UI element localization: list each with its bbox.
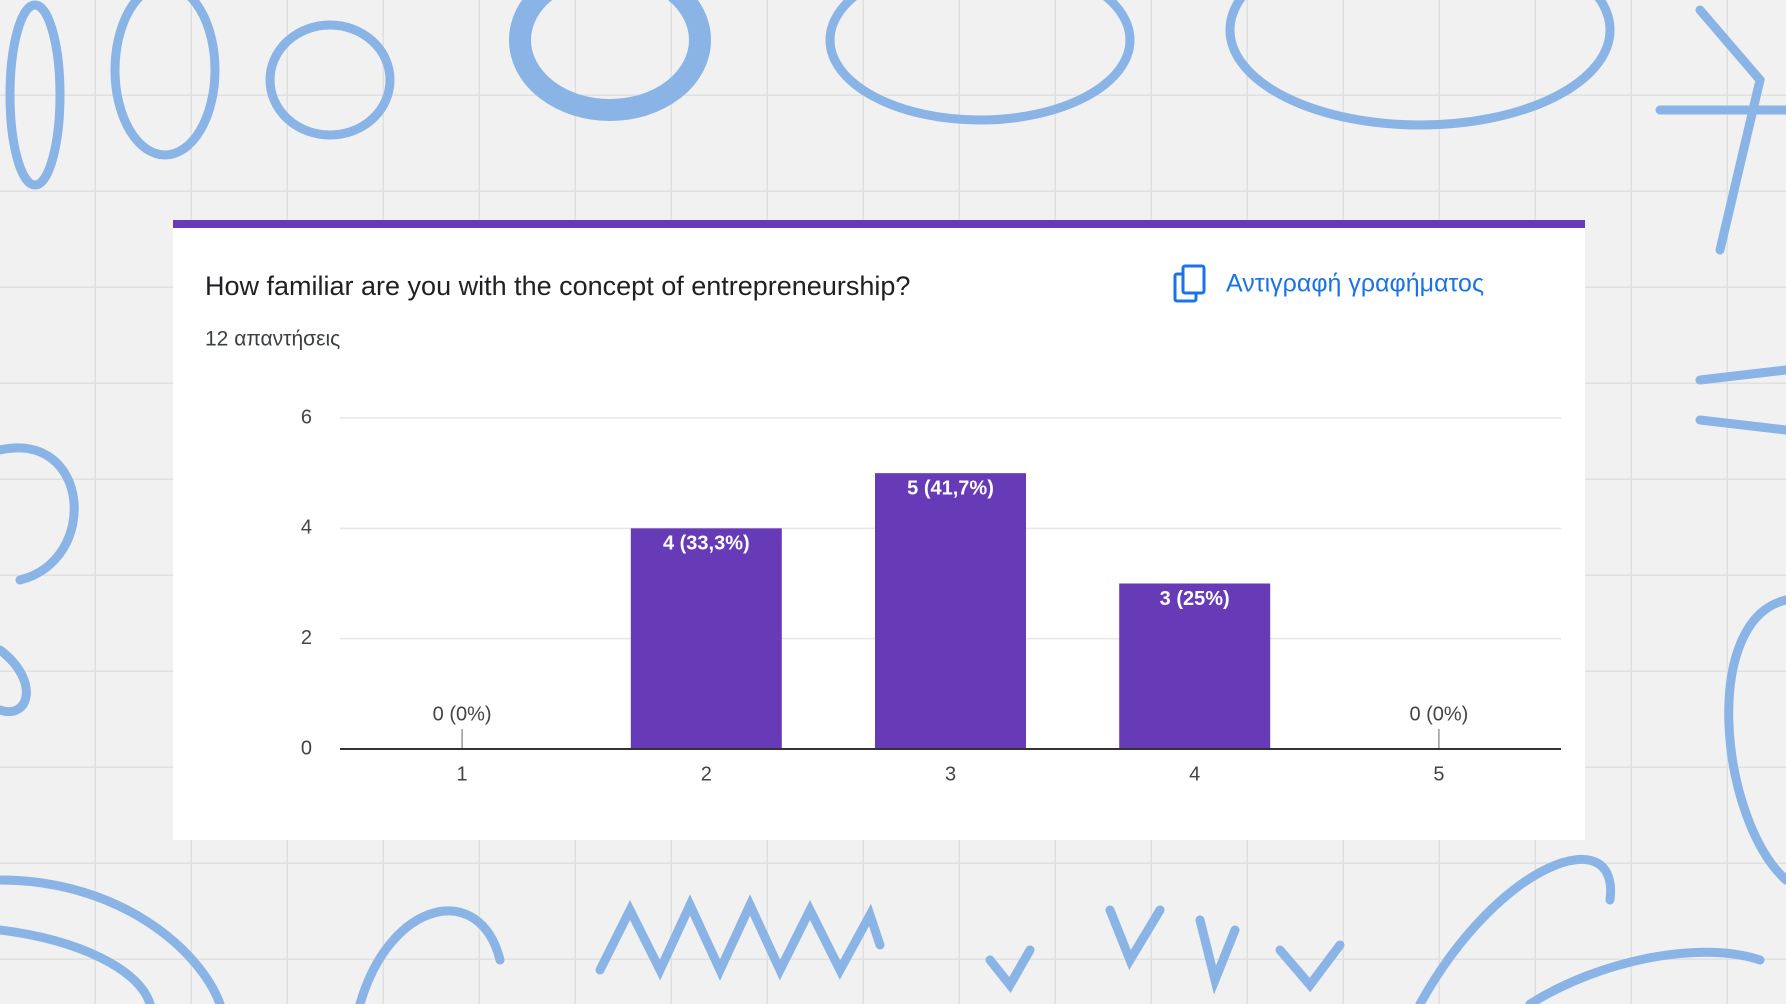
x-tick-label: 4 xyxy=(1189,763,1200,785)
copy-button[interactable]: Αντιγραφή γραφήματος xyxy=(1173,264,1484,303)
value-label: 5 (41,7%) xyxy=(907,477,994,499)
value-label: 0 (0%) xyxy=(1409,703,1468,725)
x-tick-label: 1 xyxy=(457,763,468,785)
x-tick-label: 3 xyxy=(945,763,956,785)
value-label: 3 (25%) xyxy=(1160,588,1230,610)
y-tick-label: 2 xyxy=(301,627,312,649)
chart-title: How familiar are you with the concept of… xyxy=(205,271,910,301)
x-tick-label: 5 xyxy=(1433,763,1444,785)
value-label: 4 (33,3%) xyxy=(663,533,750,555)
bar xyxy=(630,528,782,749)
copy-icon xyxy=(1181,264,1206,295)
card-accent xyxy=(173,220,1585,228)
copy-button-label[interactable]: Αντιγραφή γραφήματος xyxy=(1226,270,1484,298)
y-tick-label: 0 xyxy=(301,737,312,759)
bar xyxy=(875,473,1026,749)
y-tick-label: 4 xyxy=(301,517,312,539)
chart-subtitle: 12 απαντήσεις xyxy=(205,328,340,351)
x-tick-label: 2 xyxy=(701,763,712,785)
y-tick-label: 6 xyxy=(301,406,312,428)
bar xyxy=(1119,583,1271,749)
value-label: 0 (0%) xyxy=(433,703,492,725)
